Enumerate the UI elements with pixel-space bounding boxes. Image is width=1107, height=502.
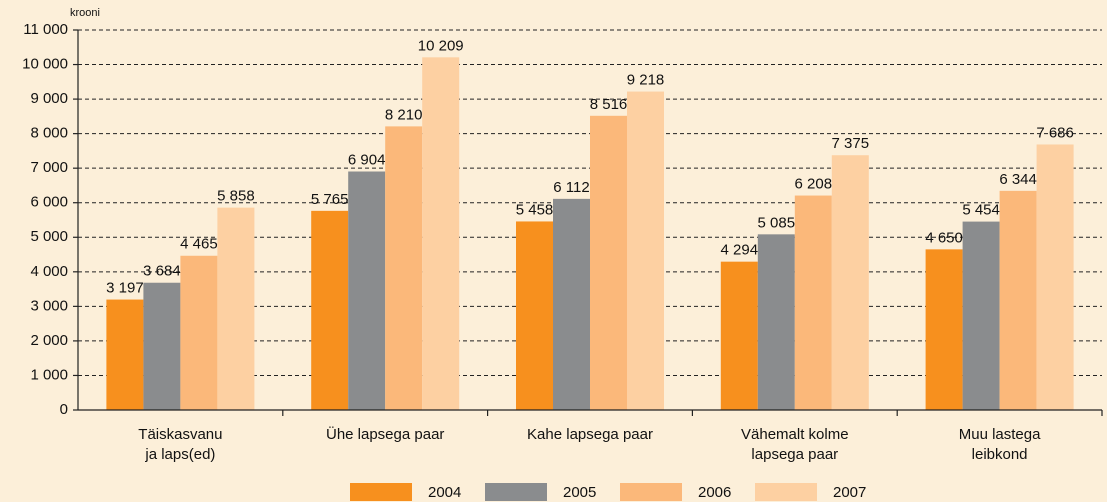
data-label: 9 218 (627, 72, 665, 89)
y-tick-label: 0 (60, 401, 68, 418)
data-label: 8 516 (590, 96, 628, 113)
bar (794, 195, 832, 410)
y-tick-label: 1 000 (30, 366, 68, 383)
bar (422, 57, 460, 411)
y-tick-label: 2 000 (30, 332, 68, 349)
data-label: 5 454 (962, 202, 1000, 219)
data-label: 5 765 (311, 191, 349, 208)
bar (999, 190, 1037, 410)
bar (831, 155, 869, 410)
legend-label: 2006 (698, 484, 731, 501)
x-tick-label: leibkond (972, 446, 1028, 463)
y-tick-label: 3 000 (30, 297, 68, 314)
legend-swatch (620, 483, 682, 501)
bar (553, 198, 590, 410)
legend-label: 2004 (428, 484, 461, 501)
legend-swatch (755, 483, 817, 501)
data-label: 6 904 (348, 151, 386, 168)
bar (516, 221, 553, 410)
y-tick-label: 7 000 (30, 159, 68, 176)
bar (385, 126, 423, 410)
bar (348, 171, 386, 410)
y-tick-label: 10 000 (22, 56, 68, 73)
data-label: 6 112 (553, 179, 589, 196)
legend-label: 2007 (833, 484, 866, 501)
data-label: 4 650 (925, 229, 963, 246)
data-label: 5 085 (758, 214, 796, 231)
data-label: 4 294 (721, 242, 759, 259)
x-tick-label: Muu lastega (959, 426, 1041, 443)
y-tick-label: 9 000 (30, 90, 68, 107)
data-label: 3 684 (143, 263, 181, 280)
bar (757, 234, 795, 410)
y-tick-label: 4 000 (30, 263, 68, 280)
bar (925, 249, 963, 410)
x-tick-label: ja laps(ed) (144, 446, 215, 463)
legend-swatch (350, 483, 412, 501)
data-label: 6 208 (795, 176, 833, 193)
bar (106, 299, 144, 410)
legend-swatch (485, 483, 547, 501)
bar (1036, 144, 1074, 410)
bar (962, 221, 1000, 410)
data-label: 8 210 (385, 106, 423, 123)
bar (180, 255, 218, 410)
y-tick-label: 6 000 (30, 194, 68, 211)
data-label: 5 858 (217, 188, 255, 205)
y-tick-label: 5 000 (30, 228, 68, 245)
x-tick-label: Täiskasvanu (138, 426, 222, 443)
data-label: 5 458 (516, 201, 554, 218)
data-label: 3 197 (106, 280, 144, 297)
x-tick-label: lapsega paar (751, 446, 838, 463)
data-label: 10 209 (418, 37, 464, 54)
legend-label: 2005 (563, 484, 596, 501)
y-tick-label: 11 000 (23, 21, 68, 38)
x-tick-label: Kahe lapsega paar (527, 426, 653, 443)
bar (590, 115, 627, 410)
y-axis-label: krooni (70, 7, 100, 19)
x-tick-label: Vähemalt kolme (741, 426, 849, 443)
data-label: 7 375 (832, 135, 870, 152)
bar (311, 210, 349, 410)
bar (627, 91, 664, 410)
data-label: 6 344 (999, 171, 1037, 188)
y-tick-label: 8 000 (30, 125, 68, 142)
bar (143, 282, 181, 410)
data-label: 7 686 (1036, 124, 1074, 141)
bar (720, 261, 758, 410)
bar (217, 207, 255, 410)
x-tick-label: Ühe lapsega paar (326, 425, 444, 443)
data-label: 4 465 (180, 236, 218, 253)
